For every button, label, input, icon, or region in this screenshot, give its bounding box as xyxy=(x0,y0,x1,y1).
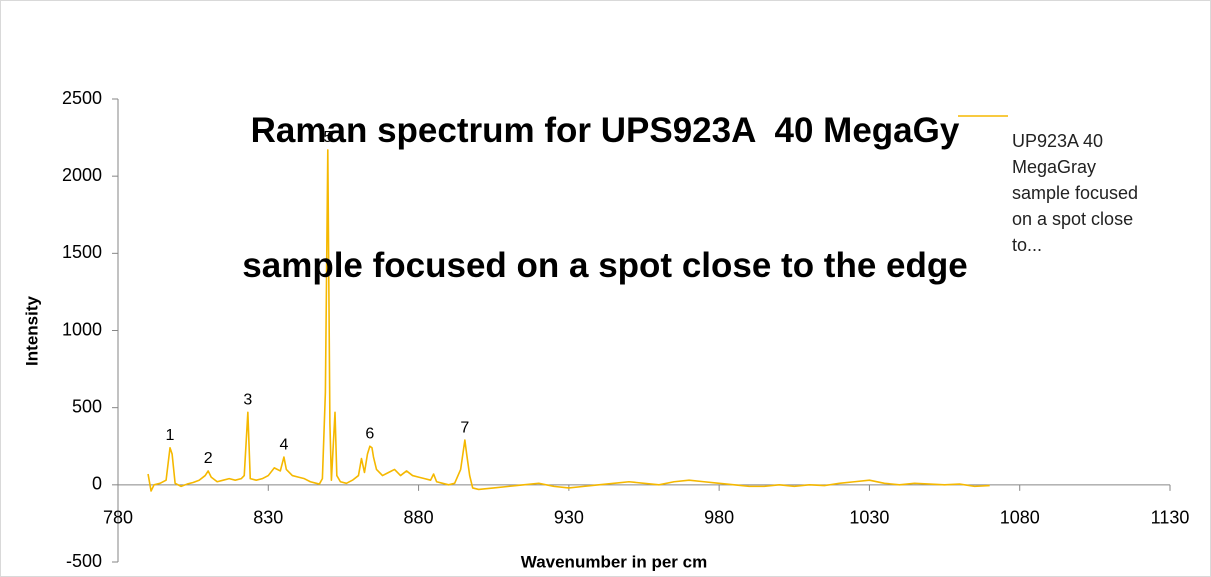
y-tick-label: 500 xyxy=(72,396,102,416)
y-tick-label: 0 xyxy=(92,474,102,494)
y-tick-label: 2000 xyxy=(62,165,102,185)
chart-title: Raman spectrum for UPS923A 40 MegaGy sam… xyxy=(100,18,1110,333)
title-line: sample focused on a spot close to the ed… xyxy=(242,246,968,285)
x-tick-label: 930 xyxy=(554,508,584,528)
x-tick-label: 1030 xyxy=(849,508,889,528)
x-tick-label: 1080 xyxy=(1000,508,1040,528)
y-tick-label: 1000 xyxy=(62,319,102,339)
annotation: 4 xyxy=(279,436,288,453)
x-tick-label: 830 xyxy=(253,508,283,528)
x-tick-label: 980 xyxy=(704,508,734,528)
legend-label: UP923A 40 MegaGray sample focused on a s… xyxy=(1012,131,1139,255)
x-tick-label: 880 xyxy=(404,508,434,528)
annotation: 3 xyxy=(243,392,252,409)
annotation: 5 xyxy=(323,129,332,146)
annotation: 7 xyxy=(460,419,469,436)
y-tick-label: -500 xyxy=(66,551,102,571)
x-tick-label: 780 xyxy=(103,508,133,528)
annotation: 6 xyxy=(365,425,374,442)
y-tick-label: 2500 xyxy=(62,88,102,108)
y-tick-label: 1500 xyxy=(62,242,102,262)
annotation: 2 xyxy=(204,450,213,467)
x-axis-label: Wavenumber in per cm xyxy=(521,552,707,571)
series-line xyxy=(147,149,990,492)
title-line: Raman spectrum for UPS923A 40 MegaGy xyxy=(250,111,960,150)
y-axis-label: Intensity xyxy=(22,296,41,366)
x-tick-label: 1130 xyxy=(1151,508,1190,528)
annotation: 1 xyxy=(166,427,175,444)
